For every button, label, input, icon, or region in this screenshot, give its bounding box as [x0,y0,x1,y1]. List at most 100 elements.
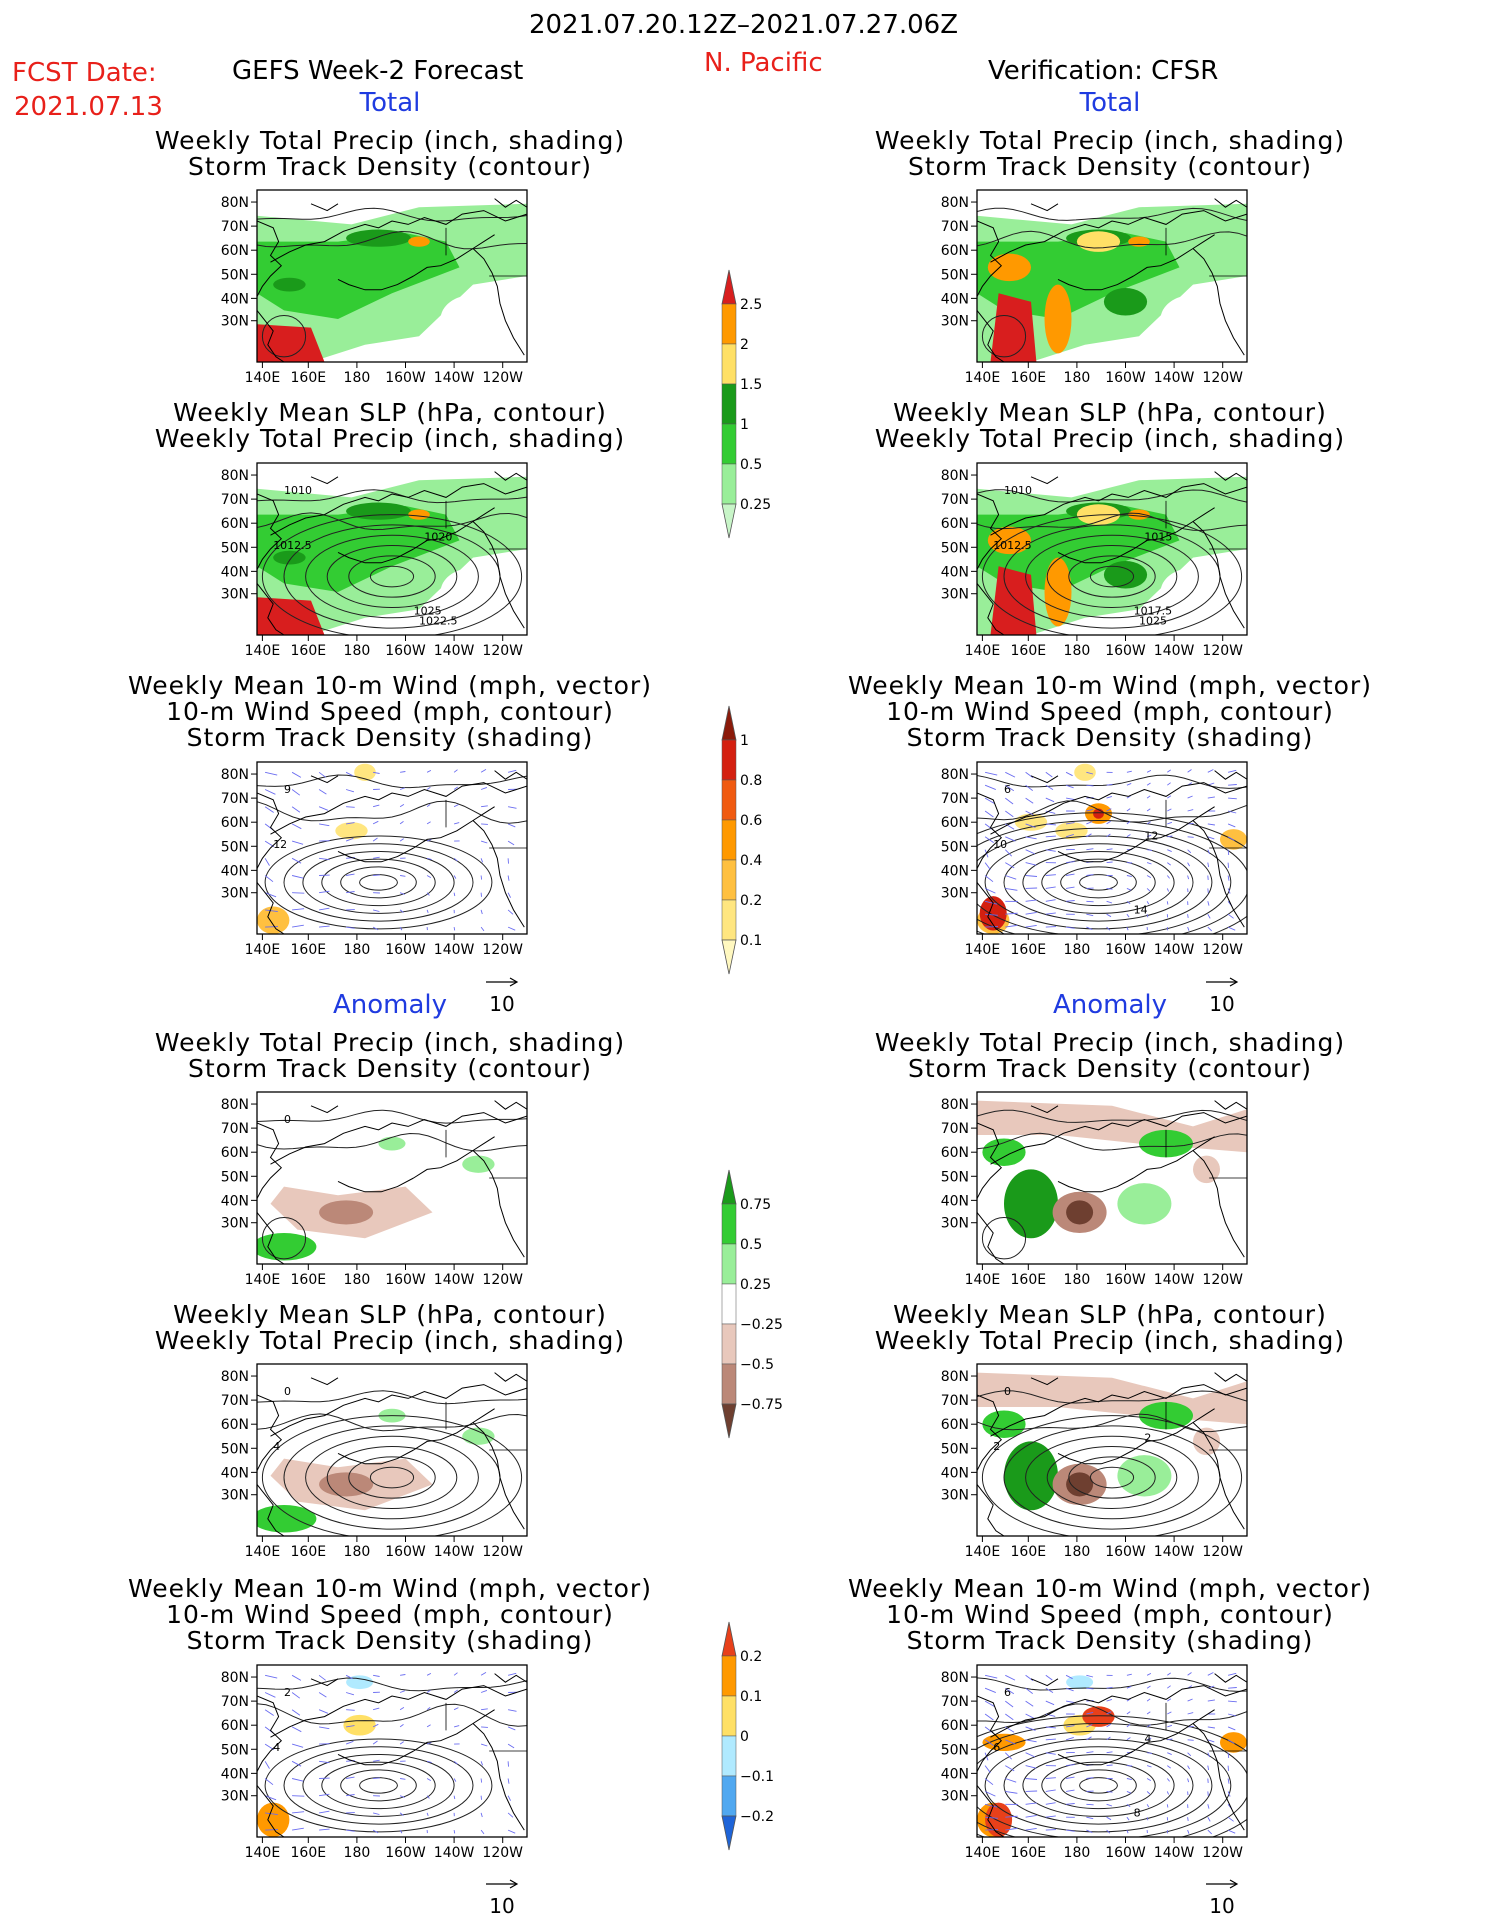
wind-vector [1106,1751,1113,1754]
wind-vector [1005,1687,1015,1695]
wind-vector [1106,1790,1113,1793]
wind-vector [1106,1711,1112,1715]
wind-vector [1025,1700,1034,1707]
wind-vector [1187,1817,1189,1821]
colorbar-label: 0.2 [740,893,762,909]
wind-vector [480,909,483,915]
contour-line [283,1746,474,1825]
wind-vector [318,771,326,778]
map-field-layer [257,198,527,362]
wind-vector [985,913,998,916]
wind-vector [1227,1713,1237,1717]
lon-tick-label: 160E [291,1845,327,1861]
coastline [270,1112,527,1165]
wind-vector [1187,769,1192,773]
contour-label: 2 [284,1686,291,1699]
contour-line [257,512,527,531]
wind-vector [1066,861,1075,864]
shading-patch [462,1427,495,1445]
wind-vector [1227,1816,1234,1822]
wind-vector [984,887,996,894]
wind-vector [346,926,355,929]
wind-vector [1045,1738,1056,1741]
colorbar-segment [721,1735,737,1777]
wind-vector [264,1692,276,1698]
lon-tick-label: 160E [1011,1272,1047,1288]
lat-tick-label: 40N [221,291,249,307]
contour-line [257,1413,527,1432]
shading-patch [257,906,290,934]
lon-tick-label: 180 [1064,1272,1091,1288]
colorbar-segment [721,423,737,465]
colorbar-segment [721,1363,737,1405]
colorbar-segment [721,383,737,425]
wind-vector [1167,862,1171,866]
wind-vector [1086,1724,1093,1728]
contour-line [302,1753,455,1817]
lat-tick-label: 30N [941,587,969,603]
wind-vector [1167,1672,1171,1676]
wind-vector [1025,1674,1034,1681]
contour-line [977,1730,1232,1837]
lon-tick-label: 120W [1202,942,1243,958]
wind-vector [1106,1803,1113,1807]
coastline [494,471,527,481]
contour-label: 1020 [424,530,452,543]
contour-label: 4 [1144,1732,1151,1745]
colorbar-label: −0.1 [740,1769,774,1785]
lat-tick-label: 30N [221,587,249,603]
colorbar-label: 0.2 [740,1649,762,1665]
colorbar-segment [721,1203,737,1245]
coastline [1030,476,1059,485]
coastline [1214,770,1247,780]
coastline [257,1695,283,1772]
coastline [977,792,1003,869]
wind-vector [1166,1804,1169,1808]
wind-vector [1025,797,1034,804]
wind-vector [426,1760,432,1763]
shading-patch [408,509,430,520]
lat-tick-label: 70N [941,791,969,807]
contour-line [1060,1769,1137,1802]
coastline [472,248,525,356]
wind-vector [507,1795,512,1801]
lat-tick-label: 40N [941,564,969,580]
lat-tick-label: 30N [941,886,969,902]
wind-vector [984,1674,998,1679]
lat-tick-label: 60N [941,1145,969,1161]
wind-vector [346,806,355,808]
wind-vector [426,769,432,773]
wind-vector [292,892,305,894]
wind-vector [480,840,488,844]
coastline [494,1372,527,1382]
coastline [413,234,495,277]
coastline [257,1122,283,1199]
wind-vector [1005,1765,1015,1772]
wind-vector [1207,913,1211,919]
wind-vector [399,787,405,790]
wind-vector [1086,913,1094,917]
wind-vector [481,805,488,808]
wind-vector [453,927,456,931]
coastline [270,1384,527,1437]
wind-vector [507,823,516,828]
lat-tick-label: 80N [941,195,969,211]
contour-line [977,207,1247,221]
coastline [1192,820,1245,928]
wind-vector [1207,1816,1211,1822]
wind-vector [292,1795,305,1797]
wind-vector [1066,1829,1075,1832]
lat-tick-label: 50N [221,1441,249,1457]
wind-vector [291,806,301,813]
wind-vector [426,1672,432,1676]
contour-line [1025,1435,1199,1520]
wind-vector [319,1828,330,1831]
colorbar-end-triangle [721,1403,737,1439]
title-fc-anom-wind: Weekly Mean 10-m Wind (mph, vector) 10-m … [128,1574,652,1655]
wind-vector [508,1709,517,1712]
contour-label: 0 [1004,1385,1011,1398]
wind-vector [1207,901,1210,906]
lat-tick-label: 80N [221,468,249,484]
wind-vector [426,804,431,808]
contour-line [257,1703,527,1727]
